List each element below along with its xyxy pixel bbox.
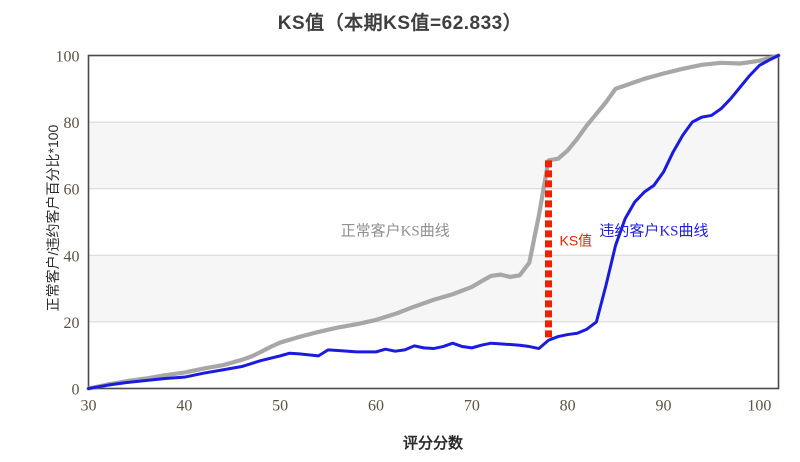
y-tick-label: 60 [64, 182, 80, 199]
x-tick-label: 100 [747, 398, 771, 415]
y-tick-label: 0 [72, 382, 80, 399]
y-tick-label: 100 [56, 49, 80, 66]
grid-band [88, 122, 779, 189]
gridline-bands [88, 122, 779, 322]
ks-marker-layer: KS值 [545, 160, 593, 341]
x-tick-label: 90 [656, 398, 672, 415]
chart-title: KS值（本期KS值=62.833） [277, 13, 523, 34]
gridlines [88, 121, 779, 323]
x-tick-label: 80 [560, 398, 576, 415]
series-label-2: 违约客户KS曲线 [599, 222, 708, 239]
series-annotations: 正常客户KS曲线 违约客户KS曲线 [341, 222, 709, 239]
x-tick-label: 40 [176, 398, 192, 415]
x-tick-label: 30 [81, 398, 97, 415]
x-tick-label: 50 [272, 398, 288, 415]
grid-band [88, 255, 779, 322]
y-tick-label: 20 [64, 315, 80, 332]
plot-frame [87, 54, 780, 390]
series-line-1 [86, 53, 781, 391]
series-label-1: 正常客户KS曲线 [341, 222, 450, 239]
y-tick-label: 80 [64, 115, 80, 132]
y-axis-ticks: 0 20 40 60 80 100 [56, 49, 80, 399]
x-axis-label: 评分分数 [402, 435, 463, 452]
ks-value-label: KS值 [560, 232, 593, 248]
x-tick-label: 70 [464, 398, 480, 415]
x-axis-ticks: 30 40 50 60 70 80 90 100 [81, 398, 772, 415]
series-layer [86, 53, 781, 391]
series-line-2 [87, 54, 780, 390]
x-tick-label: 60 [368, 398, 384, 415]
y-tick-label: 40 [64, 248, 80, 265]
